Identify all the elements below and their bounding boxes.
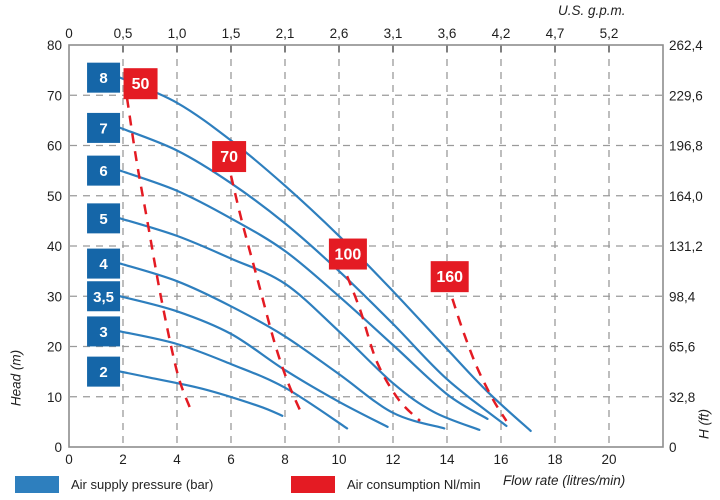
pressure-curve-3,5 xyxy=(119,295,389,428)
pressure-box-label: 7 xyxy=(99,120,107,137)
bottom-tick-label: 2 xyxy=(119,452,127,467)
pressure-box-5 xyxy=(87,203,121,234)
pressure-box-3 xyxy=(87,316,121,347)
consumption-lines xyxy=(125,97,508,422)
right-tick-label: 196,8 xyxy=(669,139,703,154)
right-tick-label: 164,0 xyxy=(669,189,703,204)
left-tick-label: 50 xyxy=(47,189,62,204)
top-axis-title: U.S. g.p.m. xyxy=(558,3,626,18)
bottom-tick-label: 10 xyxy=(331,452,346,467)
pressure-box-label: 4 xyxy=(99,256,108,273)
consumption-label-boxes: 50 70 100 160 xyxy=(123,68,469,293)
left-tick-label: 70 xyxy=(47,88,62,103)
top-tick-label: 0,5 xyxy=(114,26,133,41)
pressure-curve-8 xyxy=(119,76,532,432)
left-tick-label: 30 xyxy=(47,289,62,304)
bottom-tick-label: 18 xyxy=(547,452,562,467)
left-tick-label: 60 xyxy=(47,139,62,154)
bottom-tick-label: 16 xyxy=(493,452,508,467)
top-tick-label: 5,2 xyxy=(600,26,619,41)
right-tick-label: 98,4 xyxy=(669,289,696,304)
consumption-line-70 xyxy=(229,175,303,414)
legend-pressure: Air supply pressure (bar) xyxy=(15,476,213,493)
top-tick-label: 0 xyxy=(65,26,73,41)
consumption-line-50 xyxy=(125,97,192,410)
pressure-box-label: 6 xyxy=(99,163,107,180)
top-tick-label: 2,1 xyxy=(276,26,295,41)
pressure-curve-2 xyxy=(119,370,284,417)
plot-border xyxy=(68,44,664,448)
consumption-box-160 xyxy=(430,261,469,293)
consumption-legend-label: Air consumption Nl/min xyxy=(347,477,481,492)
top-tick-label: 4,2 xyxy=(492,26,511,41)
top-tick-label: 3,1 xyxy=(384,26,403,41)
pressure-box-3,5 xyxy=(87,281,121,312)
left-axis-labels: 0 10 20 30 40 50 60 70 80 xyxy=(47,38,62,455)
legend-consumption: Air consumption Nl/min xyxy=(291,476,481,493)
right-tick-label: 262,4 xyxy=(669,38,703,53)
consumption-line-100 xyxy=(345,275,421,422)
consumption-box-label: 160 xyxy=(436,269,463,286)
pressure-curve-5 xyxy=(119,217,481,431)
top-tick-label: 3,6 xyxy=(438,26,457,41)
bottom-tick-label: 14 xyxy=(439,452,455,467)
consumption-box-70 xyxy=(212,141,247,173)
top-tick-label: 4,7 xyxy=(546,26,565,41)
pressure-box-4 xyxy=(87,248,121,279)
left-axis-title: Head (m) xyxy=(8,349,24,407)
left-tick-label: 40 xyxy=(47,239,62,254)
right-tick-label: 131,2 xyxy=(669,239,703,254)
pressure-box-label: 3 xyxy=(99,324,107,341)
right-axis-title: H (ft) xyxy=(696,409,712,439)
consumption-box-100 xyxy=(328,238,367,270)
pressure-box-label: 5 xyxy=(99,211,107,228)
pressure-box-6 xyxy=(87,155,121,186)
consumption-box-label: 50 xyxy=(132,76,150,93)
pressure-curve-7 xyxy=(119,126,508,427)
left-tick-label: 80 xyxy=(47,38,62,53)
pressure-box-8 xyxy=(87,62,121,93)
top-tick-label: 1,5 xyxy=(222,26,241,41)
right-axis-labels: 0 32,8 65,6 98,4 131,2 164,0 196,8 229,6 262,4 xyxy=(669,38,703,455)
pressure-curves xyxy=(119,76,532,432)
pressure-label-boxes: 8 7 6 5 4 3,5 3 2 xyxy=(87,62,121,387)
pressure-curve-6 xyxy=(119,169,489,420)
right-tick-label: 32,8 xyxy=(669,390,695,405)
bottom-tick-label: 12 xyxy=(385,452,400,467)
consumption-line-160 xyxy=(451,298,508,422)
consumption-box-50 xyxy=(123,68,158,100)
pressure-box-2 xyxy=(87,356,121,387)
pressure-box-7 xyxy=(87,112,121,143)
bottom-tick-label: 6 xyxy=(227,452,235,467)
pressure-box-label: 3,5 xyxy=(93,289,114,306)
right-tick-label: 229,6 xyxy=(669,88,703,103)
bottom-tick-label: 0 xyxy=(65,452,73,467)
consumption-legend-swatch xyxy=(291,476,335,493)
right-tick-label: 65,6 xyxy=(669,340,695,355)
bottom-tick-label: 20 xyxy=(601,452,616,467)
pressure-box-label: 8 xyxy=(99,70,107,87)
bottom-axis-title: Flow rate (litres/min) xyxy=(503,473,626,488)
consumption-box-label: 100 xyxy=(335,247,362,264)
left-tick-label: 20 xyxy=(47,340,62,355)
top-tick-label: 1,0 xyxy=(168,26,187,41)
top-tick-label: 2,6 xyxy=(330,26,349,41)
left-tick-label: 10 xyxy=(47,390,62,405)
gridlines xyxy=(70,46,662,446)
pressure-box-label: 2 xyxy=(99,364,107,381)
pressure-legend-swatch xyxy=(15,476,59,493)
pressure-curve-3 xyxy=(119,330,349,430)
pressure-curve-4 xyxy=(119,262,446,430)
top-axis-labels: 0 0,5 1,0 1,5 2,1 2,6 3,1 3,6 4,2 4,7 5,2 xyxy=(65,26,618,41)
bottom-tick-label: 4 xyxy=(173,452,181,467)
bottom-axis-labels: 0 2 4 6 8 10 12 14 16 18 20 xyxy=(65,452,616,467)
bottom-tick-label: 8 xyxy=(281,452,289,467)
top-tick-marks xyxy=(122,45,610,52)
pressure-legend-label: Air supply pressure (bar) xyxy=(71,477,214,492)
consumption-box-label: 70 xyxy=(220,149,238,166)
right-tick-label: 0 xyxy=(669,440,677,455)
left-tick-label: 0 xyxy=(54,440,62,455)
